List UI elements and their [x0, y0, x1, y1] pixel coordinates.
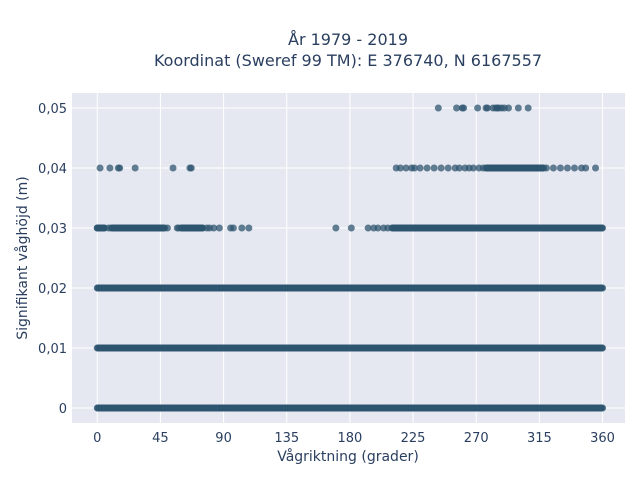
data-point [210, 224, 218, 232]
data-point [444, 164, 452, 172]
y-tick-label: 0,02 [38, 282, 67, 297]
data-point [437, 164, 445, 172]
plot-background [72, 93, 625, 423]
x-tick-label: 90 [215, 431, 232, 446]
data-point [135, 224, 143, 232]
x-tick-label: 135 [274, 431, 299, 446]
data-point [599, 344, 607, 352]
data-point [599, 284, 607, 292]
chart-subtitle: Koordinat (Sweref 99 TM): E 376740, N 61… [154, 51, 542, 70]
data-point [556, 164, 564, 172]
data-point [479, 164, 487, 172]
data-point [426, 224, 434, 232]
data-point [396, 164, 404, 172]
data-point [119, 224, 127, 232]
data-point [364, 224, 372, 232]
data-point [505, 104, 513, 112]
data-point [514, 104, 522, 112]
data-point [599, 404, 607, 412]
data-point [402, 164, 410, 172]
data-point [524, 104, 532, 112]
data-point [582, 164, 590, 172]
data-point [483, 104, 491, 112]
x-tick-label: 225 [401, 431, 426, 446]
data-point [405, 224, 413, 232]
x-tick-label: 360 [590, 431, 615, 446]
data-point [332, 224, 340, 232]
data-point [542, 164, 550, 172]
x-tick-label: 180 [337, 431, 362, 446]
data-point [432, 224, 440, 232]
data-point [455, 164, 463, 172]
data-points [93, 104, 607, 412]
data-point [374, 224, 382, 232]
y-tick-label: 0,05 [38, 102, 67, 117]
data-point [104, 224, 112, 232]
data-point [128, 224, 136, 232]
data-point [599, 224, 607, 232]
data-point [474, 104, 482, 112]
chart-title: År 1979 - 2019 [288, 30, 408, 49]
x-tick-label: 45 [152, 431, 169, 446]
data-point [131, 164, 139, 172]
data-point [423, 164, 431, 172]
y-tick-label: 0,03 [38, 222, 67, 237]
data-point [347, 224, 355, 232]
data-point [430, 164, 438, 172]
data-point [156, 224, 164, 232]
x-tick-labels: 0 45 90 135 180 225 270 315 360 [93, 431, 615, 446]
y-axis-label: Signifikant våghöjd (m) [14, 176, 31, 339]
x-axis-label: Vågriktning (grader) [277, 448, 419, 465]
data-point [410, 224, 418, 232]
data-point [187, 164, 195, 172]
y-tick-labels: 0 0,01 0,02 0,03 0,04 0,05 [38, 102, 67, 417]
data-point [420, 224, 428, 232]
data-point [142, 224, 150, 232]
data-point [570, 164, 578, 172]
data-point [460, 104, 468, 112]
data-point [396, 224, 404, 232]
data-point [441, 224, 449, 232]
data-point [110, 224, 118, 232]
x-tick-label: 315 [527, 431, 552, 446]
data-point [549, 164, 557, 172]
x-tick-label: 270 [464, 431, 489, 446]
y-tick-label: 0,01 [38, 342, 67, 357]
x-tick-label: 0 [93, 431, 101, 446]
data-point [434, 104, 442, 112]
data-point [149, 224, 157, 232]
data-point [163, 224, 171, 232]
data-point [229, 224, 237, 232]
y-tick-label: 0 [59, 402, 67, 417]
data-point [592, 164, 600, 172]
data-point [416, 164, 424, 172]
data-point [106, 164, 114, 172]
data-point [563, 164, 571, 172]
data-point [93, 224, 101, 232]
data-point [238, 224, 246, 232]
data-point [384, 224, 392, 232]
data-point [410, 164, 418, 172]
data-point [215, 224, 223, 232]
data-point [469, 164, 477, 172]
data-point [169, 164, 177, 172]
data-point [245, 224, 253, 232]
data-point [453, 104, 461, 112]
y-tick-label: 0,04 [38, 162, 67, 177]
data-point [116, 164, 124, 172]
data-point [96, 164, 104, 172]
